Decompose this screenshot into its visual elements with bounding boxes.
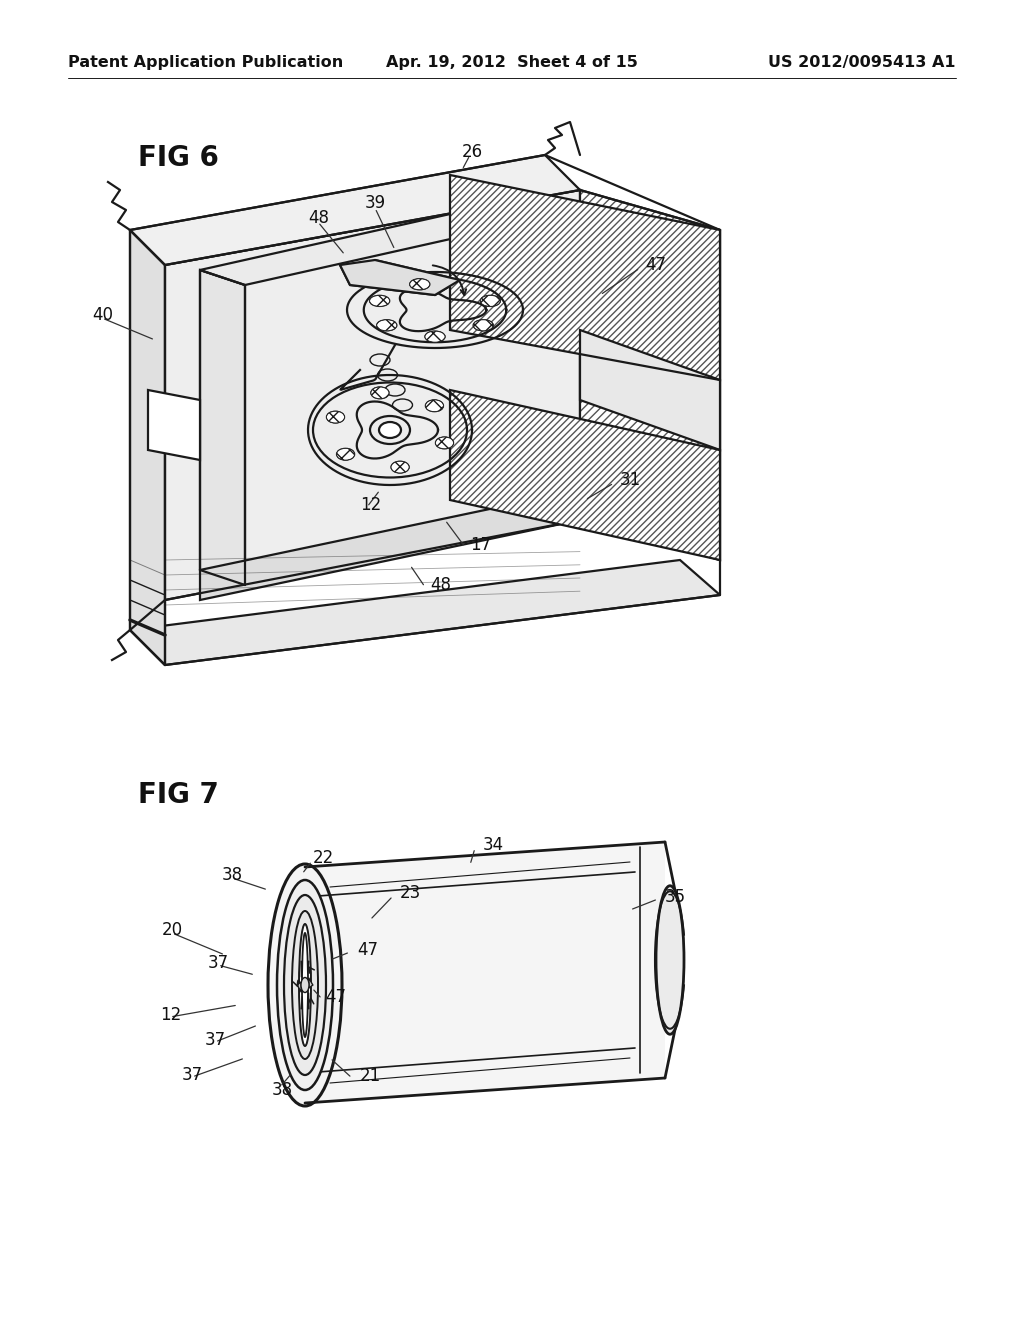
Text: 31: 31	[620, 471, 641, 488]
Ellipse shape	[284, 895, 326, 1074]
Ellipse shape	[337, 449, 354, 461]
Text: 37: 37	[205, 1031, 226, 1049]
Ellipse shape	[435, 437, 454, 449]
Text: 12: 12	[160, 1006, 181, 1024]
Ellipse shape	[371, 387, 389, 399]
Polygon shape	[305, 961, 309, 974]
Ellipse shape	[425, 331, 445, 342]
Text: FIG 6: FIG 6	[138, 144, 219, 172]
Text: 47: 47	[325, 987, 346, 1006]
Text: 48: 48	[308, 209, 329, 227]
Ellipse shape	[480, 296, 501, 306]
Ellipse shape	[391, 461, 409, 473]
Ellipse shape	[299, 924, 311, 1045]
Text: 21: 21	[360, 1067, 381, 1085]
Ellipse shape	[425, 400, 443, 412]
Text: 38: 38	[272, 1081, 293, 1100]
Text: 47: 47	[357, 941, 378, 960]
Text: Apr. 19, 2012  Sheet 4 of 15: Apr. 19, 2012 Sheet 4 of 15	[386, 54, 638, 70]
Ellipse shape	[327, 412, 344, 422]
Ellipse shape	[301, 978, 309, 993]
Text: 37: 37	[182, 1067, 203, 1084]
Text: 48: 48	[430, 576, 451, 594]
Text: 26: 26	[462, 143, 483, 161]
Polygon shape	[301, 997, 305, 1010]
Polygon shape	[130, 230, 165, 665]
Polygon shape	[450, 389, 720, 560]
Text: 35: 35	[665, 888, 686, 906]
Ellipse shape	[410, 279, 430, 290]
Ellipse shape	[391, 461, 409, 473]
Ellipse shape	[370, 296, 390, 306]
Text: 12: 12	[360, 496, 381, 513]
Polygon shape	[305, 842, 665, 1104]
Ellipse shape	[425, 400, 443, 412]
Ellipse shape	[377, 319, 396, 331]
Ellipse shape	[327, 412, 344, 422]
Text: 47: 47	[645, 256, 666, 275]
Polygon shape	[200, 195, 580, 285]
Polygon shape	[308, 978, 313, 987]
Polygon shape	[306, 993, 309, 1010]
Ellipse shape	[302, 933, 308, 1038]
Text: 23: 23	[400, 884, 421, 902]
Ellipse shape	[268, 865, 342, 1106]
Text: 40: 40	[92, 306, 113, 323]
Ellipse shape	[473, 319, 494, 331]
Ellipse shape	[410, 279, 430, 290]
Polygon shape	[130, 560, 720, 665]
Text: US 2012/0095413 A1: US 2012/0095413 A1	[768, 54, 956, 70]
Text: 37: 37	[208, 954, 229, 972]
Ellipse shape	[370, 296, 390, 306]
Ellipse shape	[377, 319, 396, 331]
Text: 38: 38	[222, 866, 243, 884]
Polygon shape	[301, 961, 304, 977]
Ellipse shape	[278, 880, 333, 1090]
Ellipse shape	[425, 331, 445, 342]
Polygon shape	[148, 389, 200, 459]
Ellipse shape	[435, 437, 454, 449]
Text: Patent Application Publication: Patent Application Publication	[68, 54, 343, 70]
Ellipse shape	[480, 296, 501, 306]
Polygon shape	[450, 176, 720, 380]
Text: FIG 7: FIG 7	[138, 781, 219, 809]
Polygon shape	[130, 154, 580, 265]
Ellipse shape	[292, 911, 318, 1059]
Text: 17: 17	[470, 536, 492, 554]
Ellipse shape	[473, 319, 494, 331]
Polygon shape	[340, 260, 460, 294]
Ellipse shape	[371, 387, 389, 399]
Text: 34: 34	[483, 836, 504, 854]
Text: 39: 39	[365, 194, 386, 213]
Polygon shape	[580, 330, 720, 450]
Ellipse shape	[337, 449, 354, 461]
Text: 20: 20	[162, 921, 183, 939]
Polygon shape	[200, 271, 245, 585]
Polygon shape	[297, 982, 301, 993]
Ellipse shape	[379, 422, 401, 438]
Polygon shape	[580, 190, 720, 560]
Polygon shape	[165, 190, 580, 601]
Polygon shape	[200, 490, 580, 601]
Text: 22: 22	[313, 849, 334, 867]
Ellipse shape	[656, 886, 684, 1035]
